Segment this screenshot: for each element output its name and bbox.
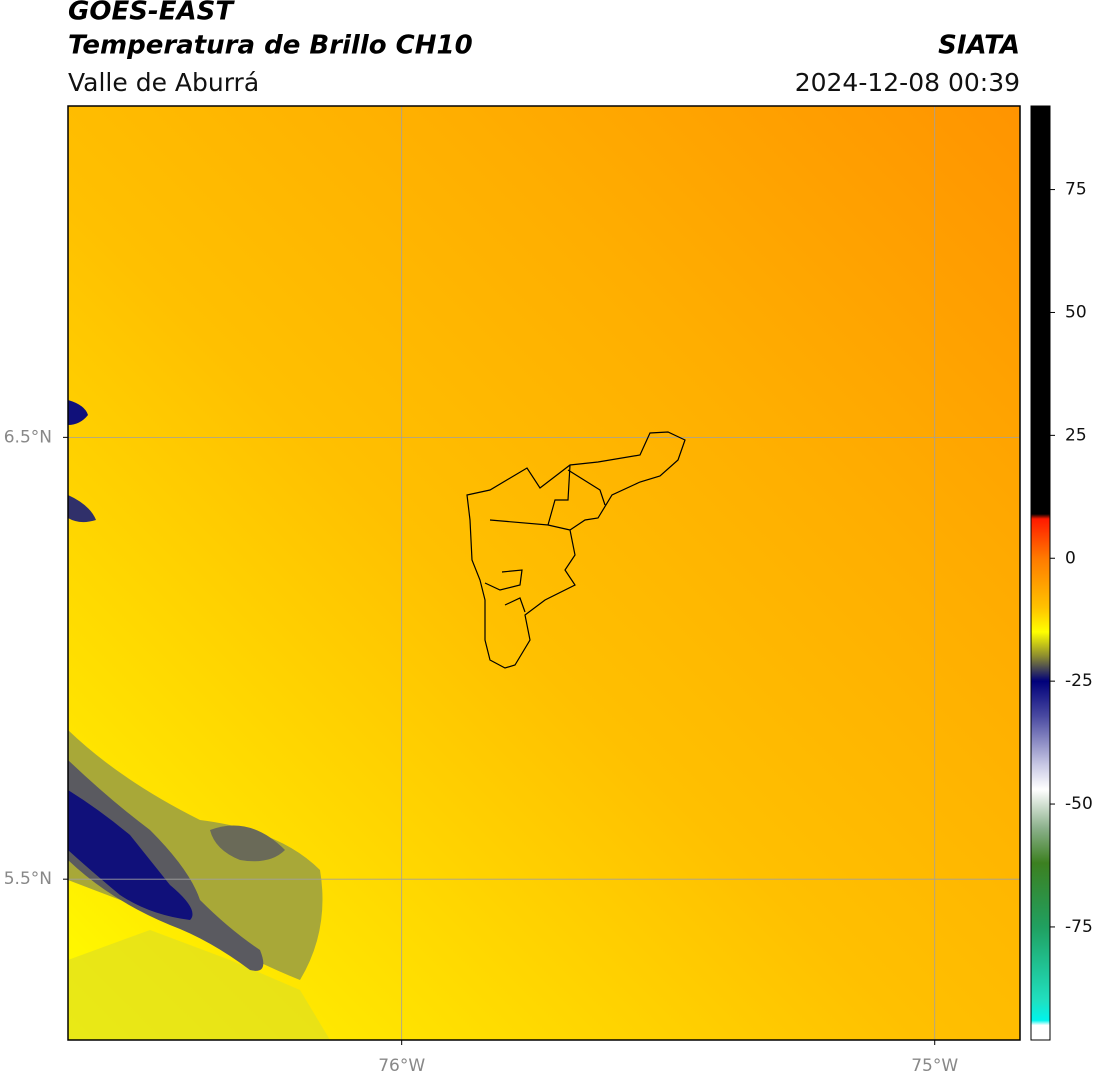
cloud-edge [68, 760, 264, 971]
colorbar: -75 -50 -25 0 25 50 75 [1030, 105, 1093, 1041]
cloud-edge [210, 825, 285, 862]
cloud-core [68, 790, 193, 920]
colorbar-tick-label: -25 [1065, 671, 1093, 691]
cloud-halo [68, 730, 323, 980]
cloud-core [68, 400, 88, 425]
y-tick-label: 6.5°N [4, 427, 52, 447]
cloud-core [68, 495, 96, 523]
colorbar-tick-label: 25 [1065, 425, 1087, 445]
map-frame [67, 105, 1021, 1041]
y-tick-label: 5.5°N [4, 869, 52, 889]
source: SIATA [938, 31, 1020, 61]
grid [68, 106, 1020, 1040]
colorbar-tick-label: -50 [1065, 794, 1093, 814]
cloud-halo [68, 930, 330, 1040]
colorbar-scale [1030, 105, 1051, 1041]
x-tick-label: 76°W [378, 1056, 425, 1076]
x-tick-label: 75°W [911, 1056, 958, 1076]
colorbar-tick-label: -75 [1065, 917, 1093, 937]
map-field [68, 106, 1020, 1040]
region: Valle de Aburrá [68, 68, 259, 97]
timestamp: 2024-12-08 00:39 [795, 68, 1020, 97]
title: GOES-EAST [68, 0, 235, 27]
subtitle: Temperatura de Brillo CH10 [68, 31, 473, 61]
valley-boundary [466, 431, 686, 669]
colorbar-tick-label: 0 [1065, 548, 1076, 568]
colorbar-tick-label: 75 [1065, 180, 1087, 200]
colorbar-tick-label: 50 [1065, 302, 1087, 322]
